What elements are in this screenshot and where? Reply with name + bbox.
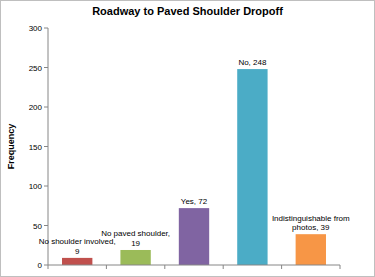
y-tick-label: 50 — [33, 222, 42, 231]
y-tick-label: 250 — [29, 64, 43, 73]
y-tick — [44, 186, 48, 187]
y-tick-label: 100 — [29, 182, 43, 191]
data-label: No, 248 — [238, 58, 267, 67]
y-axis — [48, 28, 49, 265]
chart-svg: Roadway to Paved Shoulder Dropoff Frequen… — [0, 0, 375, 277]
x-tick — [340, 265, 341, 269]
y-tick — [44, 265, 48, 266]
x-tick — [223, 265, 224, 269]
x-tick — [106, 265, 107, 269]
chart-container: Roadway to Paved Shoulder Dropoff Frequen… — [0, 0, 375, 277]
chart-frame — [1, 1, 375, 277]
y-tick-label: 0 — [38, 261, 43, 270]
x-tick — [48, 265, 49, 269]
data-label: Indistinguishable fromphotos, 39 — [272, 214, 350, 233]
data-label: No paved shoulder,19 — [101, 229, 170, 248]
bar — [237, 69, 267, 265]
bar — [62, 258, 92, 265]
y-tick-label: 150 — [29, 143, 43, 152]
bar — [120, 250, 150, 265]
y-tick-label: 300 — [29, 24, 43, 33]
chart-title: Roadway to Paved Shoulder Dropoff — [92, 5, 283, 17]
bar — [179, 208, 209, 265]
data-label: No shoulder involved,9 — [39, 237, 116, 256]
y-tick — [44, 107, 48, 108]
y-tick — [44, 225, 48, 226]
x-tick — [164, 265, 165, 269]
y-tick — [44, 67, 48, 68]
y-tick-label: 200 — [29, 103, 43, 112]
x-tick — [281, 265, 282, 269]
data-label: Yes, 72 — [181, 197, 208, 206]
y-tick — [44, 28, 48, 29]
bars — [62, 69, 326, 265]
y-axis-label: Frequency — [6, 124, 16, 170]
x-axis — [48, 265, 340, 266]
bar — [296, 234, 326, 265]
y-tick — [44, 146, 48, 147]
